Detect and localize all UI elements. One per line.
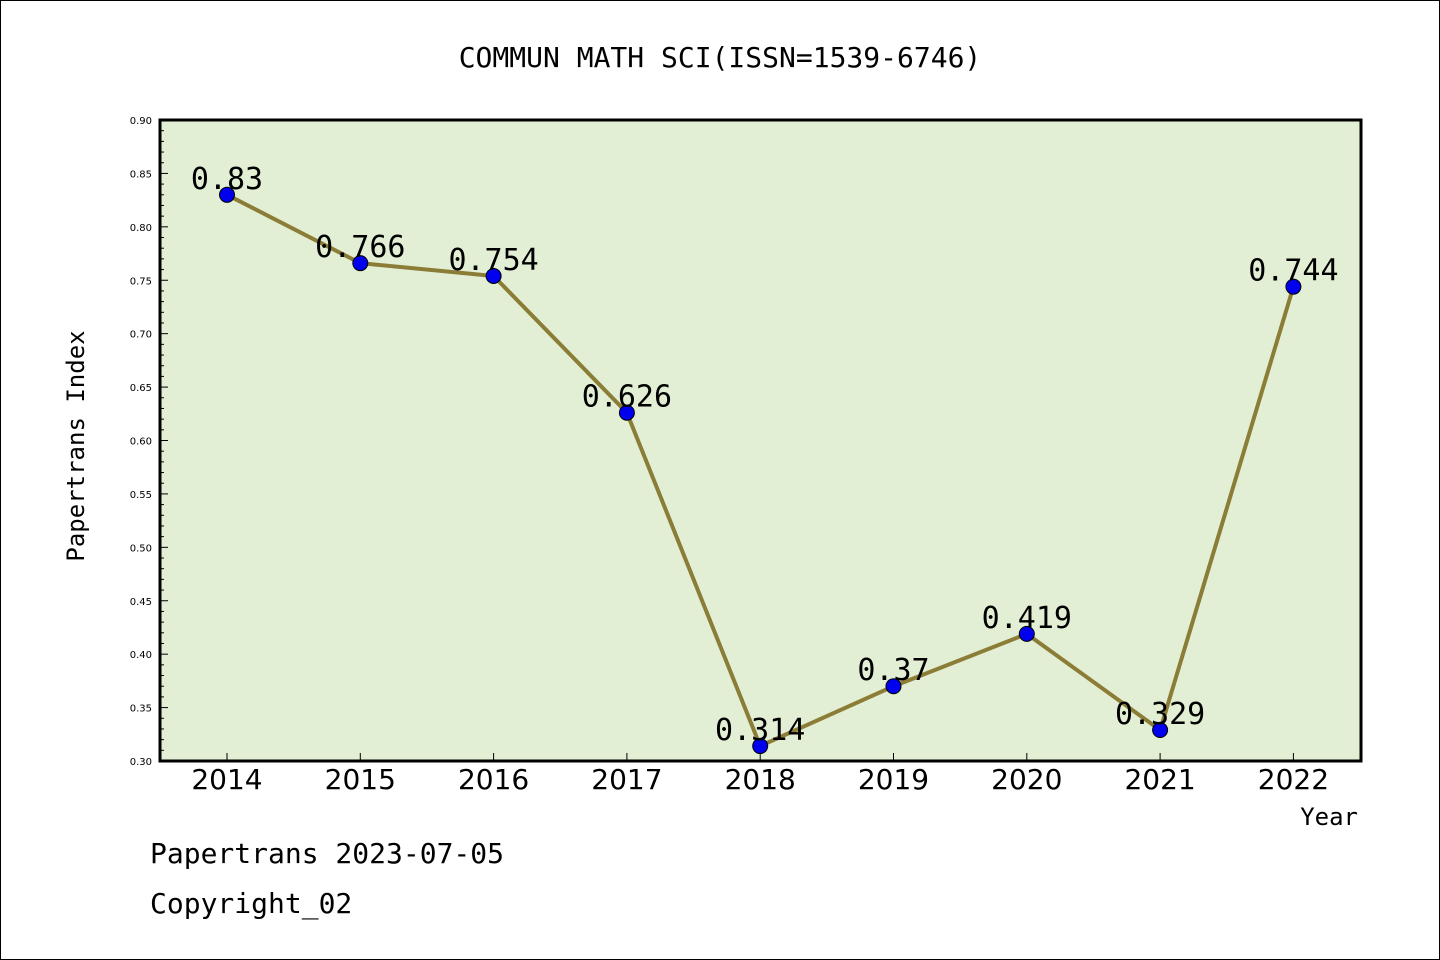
x-tick-label: 2015 [325, 763, 396, 796]
data-point [219, 186, 235, 203]
y-tick-label: 0.75 [130, 276, 152, 287]
x-axis-label: Year [1300, 803, 1358, 831]
data-label: 0.766 [315, 230, 405, 265]
data-label: 0.626 [582, 380, 672, 415]
y-tick-label: 0.70 [130, 330, 152, 341]
y-axis: 0.30 0.35 0.40 0.45 0.50 0.55 0.60 0.65 0.70 0.75… [130, 116, 168, 768]
data-points [219, 186, 1302, 755]
data-point [1285, 278, 1302, 295]
footer-copyright: Copyright_02 [150, 887, 352, 921]
x-tick-label: 2020 [991, 763, 1062, 796]
y-tick-label: 0.35 [130, 704, 152, 715]
data-point [618, 404, 635, 421]
data-label: 0.419 [982, 601, 1072, 636]
plot-area [158, 118, 1363, 763]
data-point [1018, 625, 1035, 642]
data-point [352, 255, 369, 272]
data-label: 0.314 [715, 713, 805, 748]
x-tick-label: 2022 [1258, 763, 1329, 796]
data-point [485, 267, 502, 284]
y-tick-label: 0.40 [130, 650, 152, 661]
x-tick-label: 2019 [858, 763, 929, 796]
footer-date: Papertrans 2023-07-05 [150, 837, 504, 870]
y-tick-label: 0.90 [130, 116, 152, 127]
x-tick-label: 2017 [591, 763, 662, 796]
data-label: 0.83 [191, 162, 263, 197]
x-tick-label: 2021 [1124, 763, 1195, 796]
y-tick-label: 0.80 [130, 223, 152, 234]
data-point [885, 678, 902, 695]
y-tick-label: 0.60 [130, 437, 152, 448]
chart-title: COMMUN MATH SCI(ISSN=1539-6746) [459, 41, 982, 74]
y-tick-label: 0.45 [130, 597, 152, 608]
data-label: 0.744 [1248, 254, 1338, 289]
data-labels: 0.83 0.766 0.754 0.626 0.314 0.37 0.419 0.329 0.… [191, 162, 1339, 748]
y-tick-label: 0.65 [130, 383, 152, 394]
data-label: 0.329 [1115, 697, 1205, 732]
x-tick-label: 2016 [458, 763, 529, 796]
y-axis-label: Papertrans Index [62, 330, 90, 561]
y-tick-label: 0.50 [130, 543, 152, 554]
y-tick-label: 0.55 [130, 490, 152, 501]
data-label: 0.37 [857, 653, 929, 688]
y-tick-label: 0.85 [130, 169, 152, 180]
x-tick-label: 2018 [725, 763, 796, 796]
x-tick-label: 2014 [191, 763, 262, 796]
x-axis: 2014 2015 2016 2017 2018 2019 2020 2021 2022 [191, 753, 1329, 796]
data-point [1152, 722, 1169, 739]
data-label: 0.754 [448, 243, 538, 278]
data-point [752, 738, 769, 755]
y-tick-label: 0.30 [130, 757, 152, 768]
